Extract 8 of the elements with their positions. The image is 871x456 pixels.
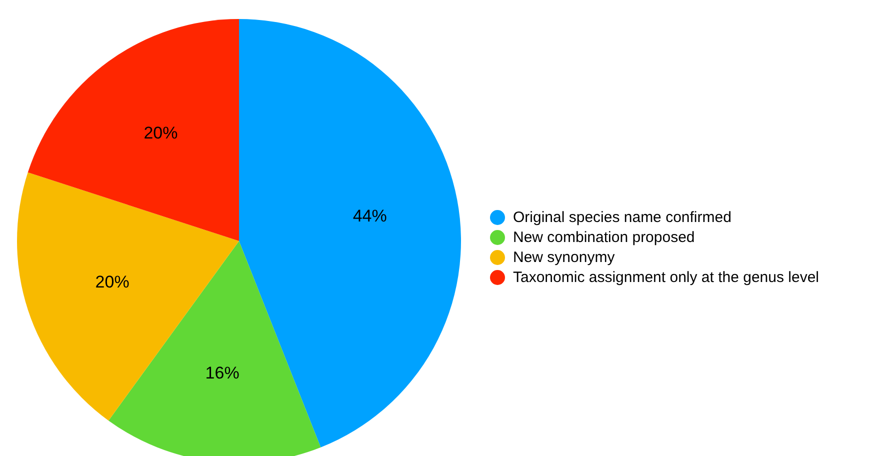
legend-label: New synonymy [513,248,615,266]
data-label: 20% [144,124,178,143]
data-label: 20% [95,272,130,292]
data-label: 16% [205,364,240,383]
legend-label: Taxonomic assignment only at the genus level [513,268,820,286]
legend-label: New combination proposed [513,228,695,246]
data-label: 44% [352,206,387,226]
legend-label: Original species name confirmed [513,208,732,226]
